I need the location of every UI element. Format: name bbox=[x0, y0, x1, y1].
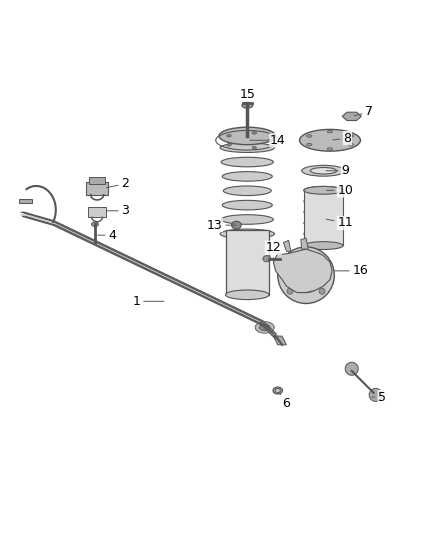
Ellipse shape bbox=[311, 167, 336, 174]
Ellipse shape bbox=[275, 389, 280, 392]
Ellipse shape bbox=[222, 200, 272, 210]
Text: 9: 9 bbox=[326, 164, 349, 177]
Circle shape bbox=[287, 288, 293, 294]
Polygon shape bbox=[301, 238, 308, 249]
Ellipse shape bbox=[242, 103, 253, 108]
Ellipse shape bbox=[232, 221, 241, 229]
Ellipse shape bbox=[273, 387, 283, 394]
Text: 8: 8 bbox=[333, 132, 351, 144]
Ellipse shape bbox=[263, 256, 271, 262]
Polygon shape bbox=[283, 240, 291, 251]
Ellipse shape bbox=[304, 187, 343, 194]
Text: 15: 15 bbox=[239, 88, 255, 106]
Text: 5: 5 bbox=[372, 391, 386, 403]
Circle shape bbox=[319, 256, 325, 262]
Text: 11: 11 bbox=[326, 216, 353, 230]
Polygon shape bbox=[86, 182, 108, 195]
Text: 10: 10 bbox=[326, 184, 353, 197]
Ellipse shape bbox=[348, 143, 353, 146]
Text: 1: 1 bbox=[132, 295, 164, 308]
Polygon shape bbox=[342, 112, 361, 120]
Circle shape bbox=[298, 268, 314, 283]
Ellipse shape bbox=[307, 135, 312, 137]
Ellipse shape bbox=[252, 132, 257, 134]
Ellipse shape bbox=[327, 148, 332, 150]
Ellipse shape bbox=[304, 241, 343, 249]
Polygon shape bbox=[89, 177, 105, 184]
Ellipse shape bbox=[221, 157, 273, 167]
Ellipse shape bbox=[227, 134, 231, 137]
Ellipse shape bbox=[348, 135, 353, 137]
Text: 3: 3 bbox=[106, 204, 129, 217]
Ellipse shape bbox=[92, 222, 99, 227]
Circle shape bbox=[345, 362, 358, 375]
Ellipse shape bbox=[268, 139, 272, 142]
Polygon shape bbox=[88, 207, 106, 217]
Polygon shape bbox=[19, 199, 32, 204]
Polygon shape bbox=[255, 322, 274, 333]
Ellipse shape bbox=[302, 165, 345, 176]
Ellipse shape bbox=[304, 208, 343, 216]
Ellipse shape bbox=[219, 127, 276, 144]
Text: 14: 14 bbox=[250, 134, 286, 147]
Ellipse shape bbox=[304, 219, 343, 227]
Ellipse shape bbox=[327, 130, 332, 133]
Ellipse shape bbox=[304, 187, 343, 194]
Ellipse shape bbox=[304, 241, 343, 249]
Text: 13: 13 bbox=[207, 219, 236, 232]
Text: 4: 4 bbox=[98, 229, 117, 241]
Ellipse shape bbox=[227, 143, 231, 146]
Ellipse shape bbox=[304, 230, 343, 238]
Ellipse shape bbox=[307, 143, 312, 146]
Circle shape bbox=[278, 247, 334, 303]
Text: 2: 2 bbox=[106, 177, 129, 190]
Ellipse shape bbox=[222, 172, 272, 181]
Ellipse shape bbox=[223, 186, 271, 196]
Circle shape bbox=[289, 258, 323, 293]
Text: 16: 16 bbox=[335, 264, 368, 277]
Polygon shape bbox=[273, 336, 286, 345]
Ellipse shape bbox=[304, 197, 343, 205]
FancyBboxPatch shape bbox=[226, 230, 269, 295]
Polygon shape bbox=[273, 249, 332, 293]
Text: 7: 7 bbox=[354, 106, 373, 118]
Ellipse shape bbox=[300, 130, 360, 151]
Polygon shape bbox=[259, 324, 270, 330]
Circle shape bbox=[369, 389, 382, 401]
Circle shape bbox=[319, 288, 325, 294]
Circle shape bbox=[287, 256, 293, 262]
Text: 6: 6 bbox=[279, 393, 290, 410]
Ellipse shape bbox=[252, 147, 257, 149]
Text: 12: 12 bbox=[265, 241, 281, 259]
Ellipse shape bbox=[220, 143, 275, 152]
Ellipse shape bbox=[220, 229, 275, 239]
Ellipse shape bbox=[221, 215, 273, 224]
FancyBboxPatch shape bbox=[304, 190, 343, 245]
Ellipse shape bbox=[226, 290, 269, 300]
